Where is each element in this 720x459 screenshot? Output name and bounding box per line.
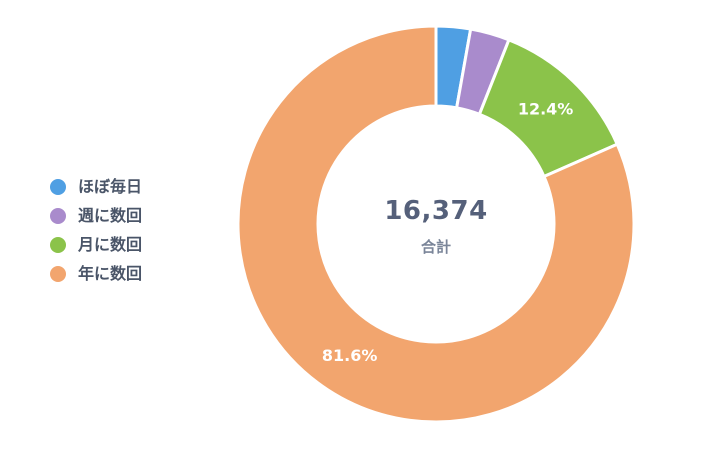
legend-item-weekly[interactable]: 週に数回	[50, 201, 142, 230]
legend-swatch-monthly	[50, 236, 66, 253]
legend-swatch-daily	[50, 178, 66, 195]
legend-item-daily[interactable]: ほぼ毎日	[50, 172, 142, 201]
slice-yearly[interactable]	[236, 24, 636, 424]
legend-label-daily: ほぼ毎日	[78, 176, 143, 196]
data-label-yearly: 81.6%	[322, 346, 378, 365]
legend-item-yearly[interactable]: 年に数回	[50, 259, 142, 288]
data-label-monthly: 12.4%	[518, 100, 574, 119]
legend-item-monthly[interactable]: 月に数回	[50, 230, 142, 259]
legend-label-weekly: 週に数回	[78, 205, 143, 225]
center-total: 16,374	[384, 196, 488, 226]
center-total-label: 合計	[420, 238, 451, 256]
legend-swatch-yearly	[50, 265, 66, 282]
legend-label-yearly: 年に数回	[78, 263, 143, 283]
legend-swatch-weekly	[50, 207, 66, 224]
legend: ほぼ毎日 週に数回 月に数回 年に数回	[50, 172, 142, 288]
legend-label-monthly: 月に数回	[78, 234, 143, 254]
